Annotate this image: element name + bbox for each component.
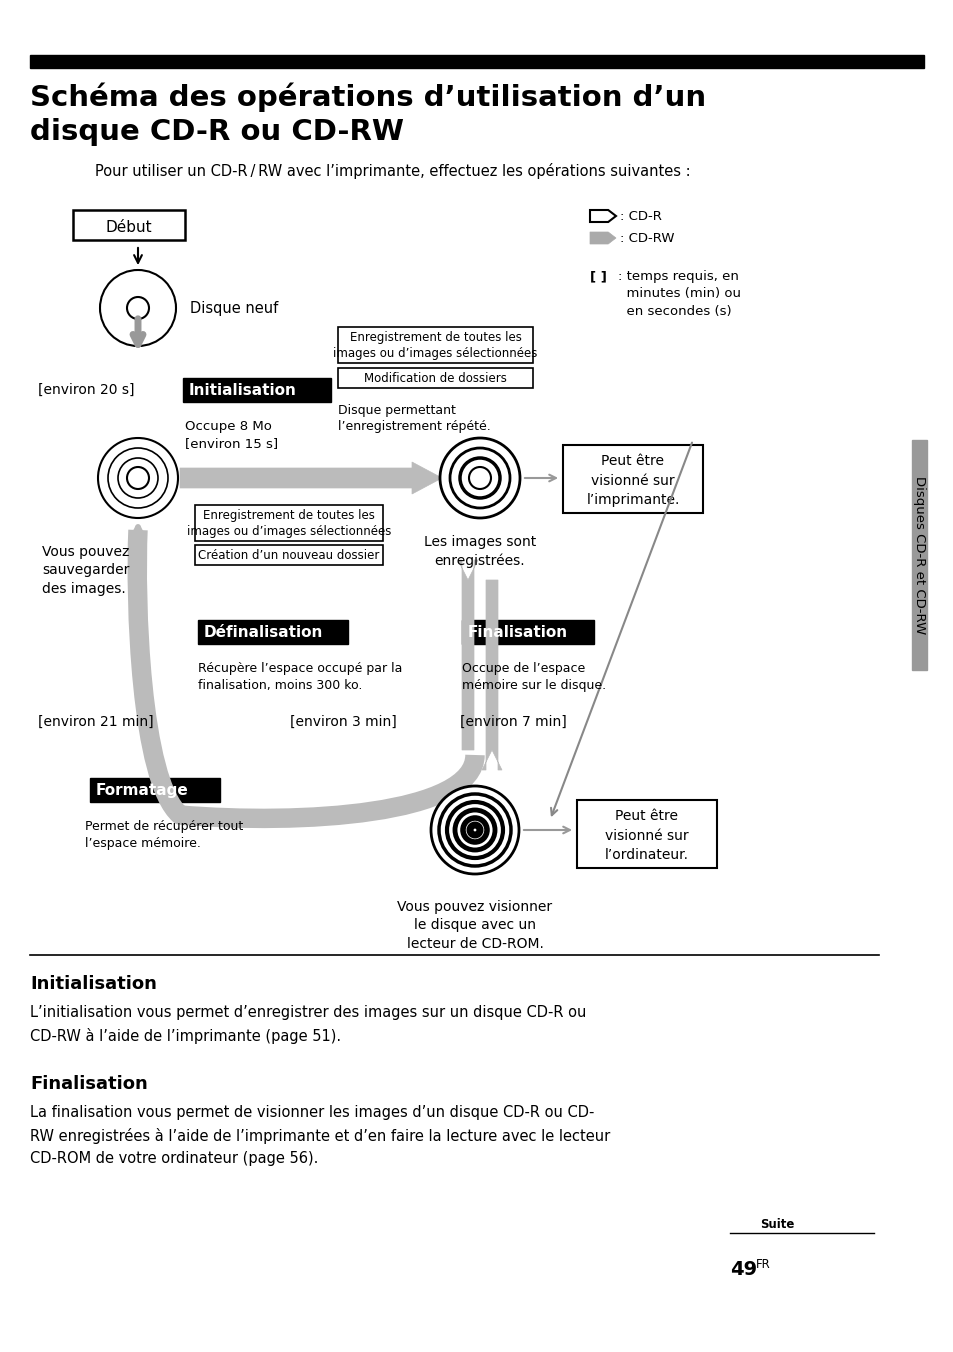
Text: [ ]: [ ] <box>589 270 606 283</box>
Text: Définalisation: Définalisation <box>204 626 323 641</box>
Text: Finalisation: Finalisation <box>30 1075 148 1092</box>
Circle shape <box>462 818 486 842</box>
Text: Occupe 8 Mo
[environ 15 s]: Occupe 8 Mo [environ 15 s] <box>185 420 278 450</box>
Bar <box>337 368 533 388</box>
Text: : CD-R: : CD-R <box>619 210 661 223</box>
Polygon shape <box>481 580 501 771</box>
Text: FR: FR <box>755 1257 770 1271</box>
Circle shape <box>98 438 178 518</box>
Text: Création d’un nouveau dossier: Création d’un nouveau dossier <box>198 549 379 562</box>
Text: Vous pouvez
sauvegarder
des images.: Vous pouvez sauvegarder des images. <box>42 545 130 596</box>
Bar <box>461 621 594 644</box>
Bar <box>911 439 926 671</box>
Circle shape <box>127 466 149 489</box>
Circle shape <box>431 786 518 873</box>
Circle shape <box>447 802 502 859</box>
Text: Les images sont
enregistrées.: Les images sont enregistrées. <box>423 535 536 568</box>
Text: Suite: Suite <box>760 1218 794 1232</box>
Circle shape <box>455 810 495 850</box>
Bar <box>194 506 382 541</box>
Text: Modification de dossiers: Modification de dossiers <box>364 373 506 385</box>
Text: [environ 20 s]: [environ 20 s] <box>38 383 134 397</box>
Text: Enregistrement de toutes les
images ou d’images sélectionnées: Enregistrement de toutes les images ou d… <box>187 510 391 538</box>
Text: Début: Début <box>106 219 152 234</box>
Text: Pour utiliser un CD-R / RW avec l’imprimante, effectuez les opérations suivantes: Pour utiliser un CD-R / RW avec l’imprim… <box>95 164 690 178</box>
Text: : CD-RW: : CD-RW <box>619 231 674 245</box>
Text: Disque permettant
l’enregistrement répété.: Disque permettant l’enregistrement répét… <box>337 404 490 434</box>
Circle shape <box>118 458 158 498</box>
Polygon shape <box>180 462 441 493</box>
Bar <box>198 621 348 644</box>
Text: [environ 3 min]: [environ 3 min] <box>290 715 396 729</box>
Text: Récupère l’espace occupé par la
finalisation, moins 300 ko.: Récupère l’espace occupé par la finalisa… <box>198 662 402 692</box>
Text: Disques CD-R et CD-RW: Disques CD-R et CD-RW <box>912 476 925 634</box>
Circle shape <box>127 297 149 319</box>
Text: disque CD-R ou CD-RW: disque CD-R ou CD-RW <box>30 118 403 146</box>
Text: Permet de récupérer tout
l’espace mémoire.: Permet de récupérer tout l’espace mémoir… <box>85 821 243 850</box>
Text: 49: 49 <box>729 1260 757 1279</box>
Text: Disque neuf: Disque neuf <box>190 300 278 315</box>
Circle shape <box>470 825 479 836</box>
Bar <box>183 379 331 402</box>
Circle shape <box>100 270 175 346</box>
Bar <box>337 327 533 362</box>
Bar <box>73 210 185 241</box>
Text: L’initialisation vous permet d’enregistrer des images sur un disque CD-R ou
CD-R: L’initialisation vous permet d’enregistr… <box>30 1005 586 1044</box>
Circle shape <box>469 466 491 489</box>
Circle shape <box>439 438 519 518</box>
Text: Occupe de l’espace
mémoire sur le disque.: Occupe de l’espace mémoire sur le disque… <box>461 662 605 692</box>
Bar <box>194 545 382 565</box>
Polygon shape <box>457 560 477 750</box>
Circle shape <box>438 794 511 867</box>
Text: [environ 7 min]: [environ 7 min] <box>459 715 566 729</box>
Text: Enregistrement de toutes les
images ou d’images sélectionnées: Enregistrement de toutes les images ou d… <box>333 331 537 361</box>
Text: [environ 21 min]: [environ 21 min] <box>38 715 153 729</box>
Text: Schéma des opérations d’utilisation d’un: Schéma des opérations d’utilisation d’un <box>30 82 705 111</box>
Circle shape <box>108 448 168 508</box>
Text: Vous pouvez visionner
le disque avec un
lecteur de CD-ROM.: Vous pouvez visionner le disque avec un … <box>397 900 552 950</box>
Bar <box>90 777 220 802</box>
Bar <box>562 445 702 512</box>
Circle shape <box>459 458 499 498</box>
Polygon shape <box>589 233 616 243</box>
Text: Peut être
visionné sur
l’ordinateur.: Peut être visionné sur l’ordinateur. <box>604 810 688 863</box>
Text: Initialisation: Initialisation <box>189 384 296 399</box>
Text: La finalisation vous permet de visionner les images d’un disque CD-R ou CD-
RW e: La finalisation vous permet de visionner… <box>30 1105 610 1165</box>
Bar <box>577 800 717 868</box>
Text: Initialisation: Initialisation <box>30 975 156 992</box>
Circle shape <box>450 448 510 508</box>
Text: Peut être
visionné sur
l’imprimante.: Peut être visionné sur l’imprimante. <box>586 454 679 507</box>
Text: : temps requis, en
  minutes (min) ou
  en secondes (s): : temps requis, en minutes (min) ou en s… <box>618 270 740 318</box>
Bar <box>30 55 923 68</box>
Text: Formatage: Formatage <box>96 784 189 799</box>
Text: Finalisation: Finalisation <box>468 626 568 641</box>
